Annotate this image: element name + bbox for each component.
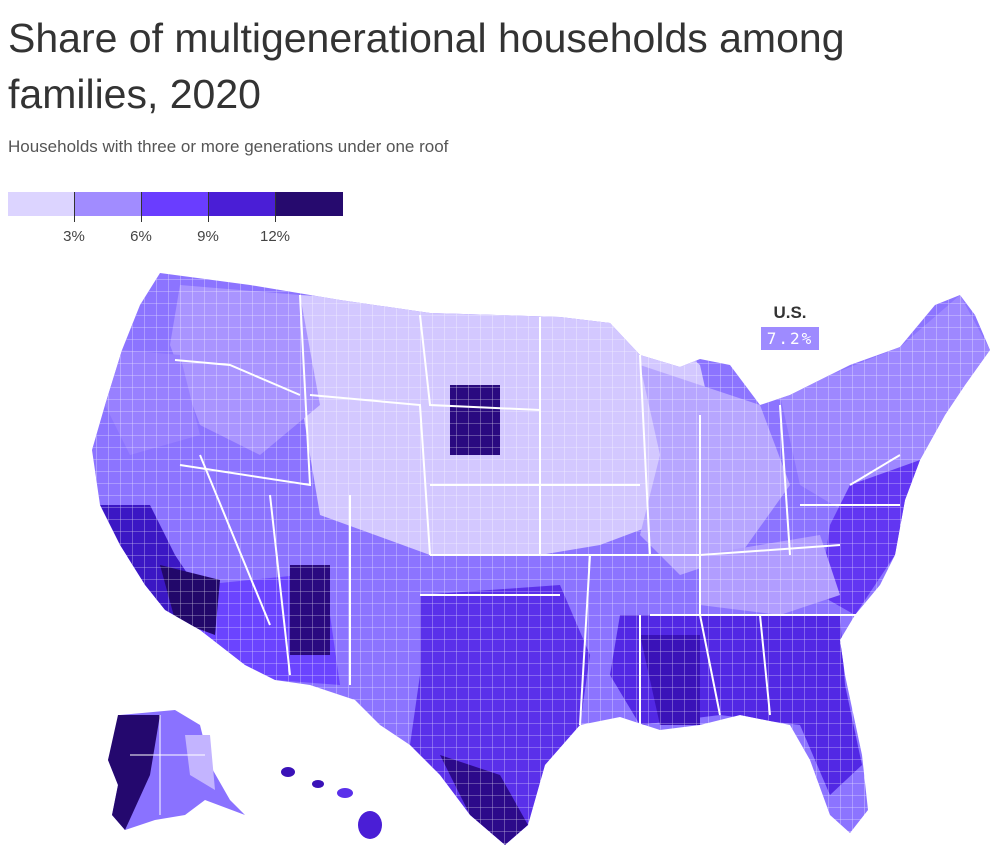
legend-swatch-3 [142, 192, 209, 216]
legend-tick-1 [74, 192, 75, 222]
alaska-west [108, 715, 160, 830]
hawaii-kauai [281, 767, 295, 777]
hawaii-big-island [358, 811, 382, 839]
legend-swatch-2 [75, 192, 142, 216]
chart-title: Share of multigenerational households am… [8, 15, 845, 117]
legend-tick-4 [275, 192, 276, 222]
alaska [108, 710, 245, 830]
hawaii-maui [337, 788, 353, 798]
legend-tick-2 [141, 192, 142, 222]
choropleth-map [0, 255, 1000, 854]
color-legend: 3% 6% 9% 12% [8, 192, 348, 252]
legend-label-6: 6% [130, 228, 152, 245]
legend-label-3: 3% [63, 228, 85, 245]
chart-subtitle: Households with three or more generation… [8, 137, 449, 156]
legend-label-12: 12% [259, 228, 291, 245]
us-average-callout: U.S. 7.2% [752, 303, 828, 350]
legend-swatch-4 [209, 192, 276, 216]
us-average-value: 7.2% [760, 327, 820, 350]
legend-swatch-5 [276, 192, 343, 216]
legend-label-9: 9% [197, 228, 219, 245]
hawaii-oahu [312, 780, 324, 788]
alaska-southeast [185, 735, 215, 790]
state-boundaries [174, 294, 901, 726]
map-svg [92, 273, 990, 845]
hawaii [281, 767, 382, 839]
legend-swatch-1 [8, 192, 75, 216]
legend-tick-3 [208, 192, 209, 222]
us-average-label: U.S. [773, 303, 807, 322]
